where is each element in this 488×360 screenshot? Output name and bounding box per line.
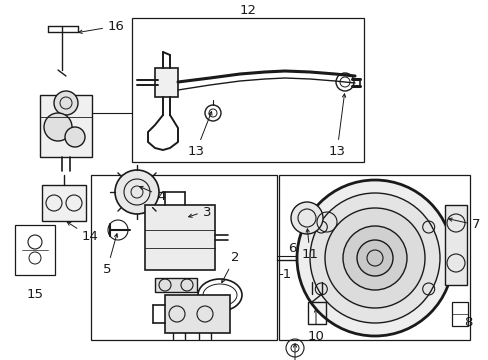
Circle shape — [115, 170, 159, 214]
Bar — [42, 185, 86, 221]
Text: 13: 13 — [187, 112, 211, 158]
Bar — [444, 205, 466, 285]
Text: 16: 16 — [79, 19, 124, 33]
Bar — [155, 68, 178, 97]
Text: 6: 6 — [287, 242, 296, 255]
Text: 15: 15 — [26, 288, 43, 302]
Bar — [164, 295, 229, 333]
Text: 14: 14 — [67, 222, 99, 243]
Bar — [40, 95, 92, 157]
Text: 3: 3 — [203, 206, 211, 219]
Text: 12: 12 — [239, 4, 256, 18]
Circle shape — [309, 193, 439, 323]
Bar — [145, 205, 215, 270]
Bar — [451, 302, 467, 326]
Circle shape — [65, 127, 85, 147]
Circle shape — [54, 91, 78, 115]
Circle shape — [290, 202, 323, 234]
Circle shape — [44, 113, 72, 141]
Bar — [155, 278, 197, 292]
Bar — [132, 18, 363, 162]
Text: 2: 2 — [222, 251, 239, 283]
Text: 8: 8 — [463, 315, 471, 328]
Circle shape — [296, 180, 452, 336]
Circle shape — [356, 240, 392, 276]
Text: 13: 13 — [328, 94, 345, 158]
Bar — [279, 175, 469, 340]
Bar — [307, 302, 325, 324]
Text: 10: 10 — [307, 309, 324, 343]
Bar — [15, 225, 55, 275]
Text: 9: 9 — [290, 344, 299, 360]
Text: 4: 4 — [139, 186, 165, 202]
Circle shape — [325, 208, 424, 308]
Bar — [91, 175, 276, 340]
Circle shape — [342, 226, 406, 290]
Text: 11: 11 — [301, 229, 318, 261]
Text: 7: 7 — [448, 218, 480, 231]
Text: -1: -1 — [278, 269, 291, 282]
Text: 5: 5 — [102, 234, 118, 276]
